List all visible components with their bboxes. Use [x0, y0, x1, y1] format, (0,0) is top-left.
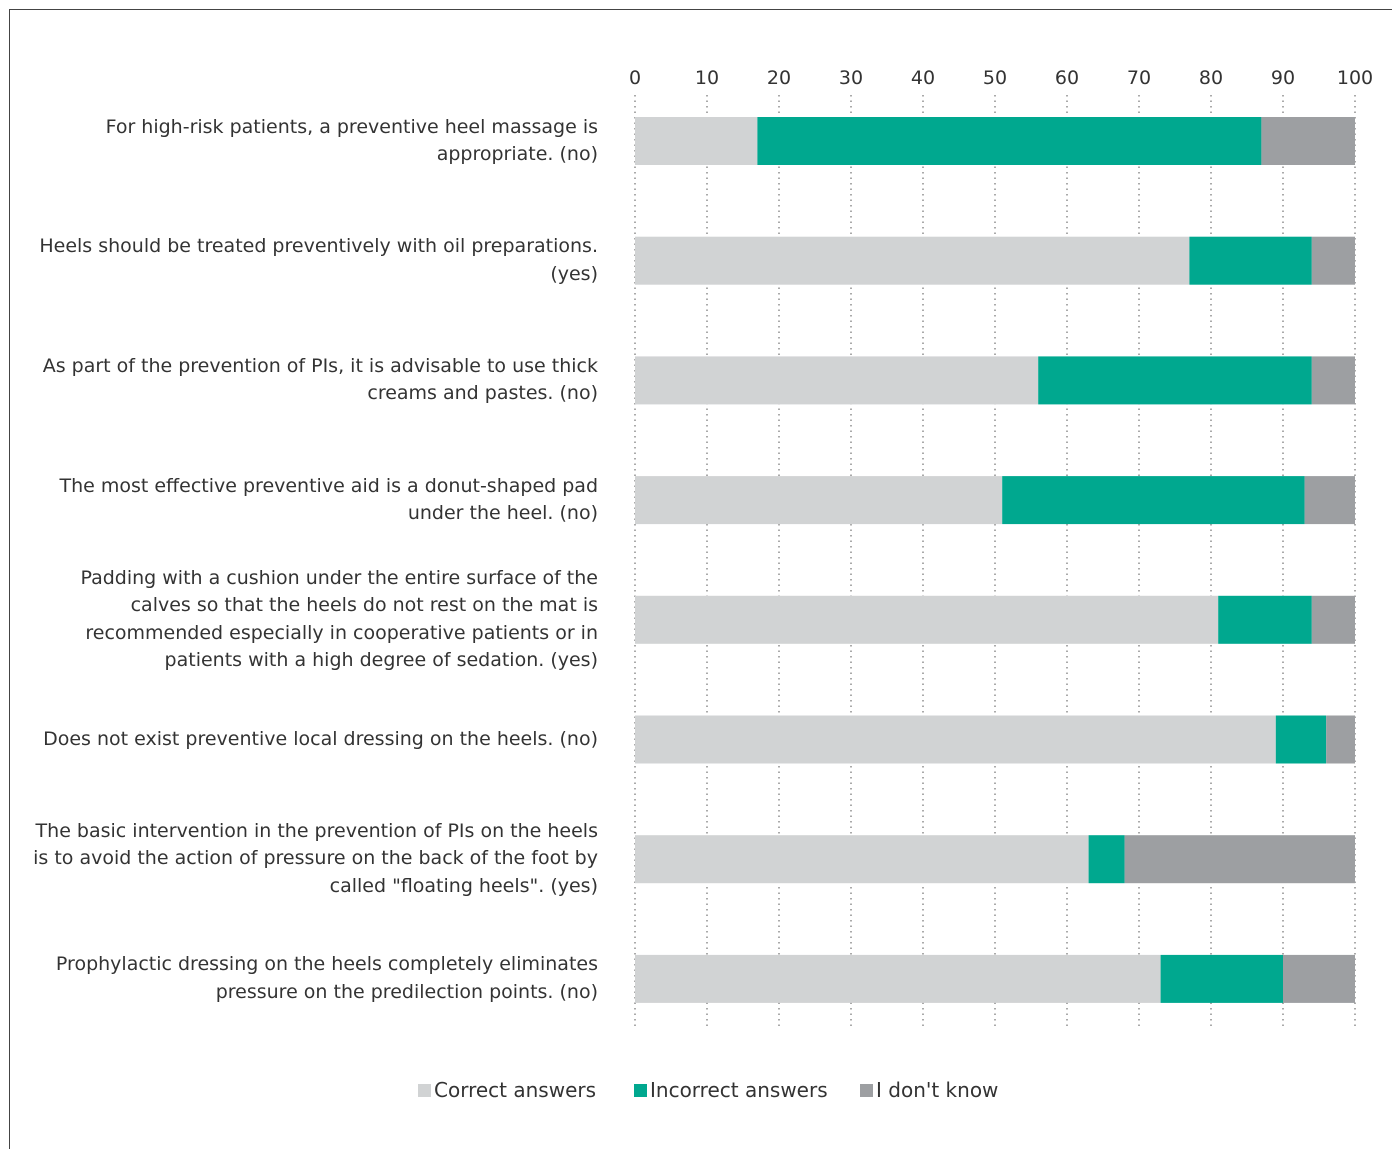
category-label-line: Heels should be treated preventively wit…: [39, 235, 598, 258]
legend-label: Incorrect answers: [650, 1078, 828, 1102]
bar-segment-correct: [635, 595, 1219, 644]
bar-segment-correct: [635, 356, 1039, 405]
bar-segment-dont-know: [1124, 835, 1355, 884]
category-label-line: is to avoid the action of pressure on th…: [33, 847, 598, 870]
bar-segment-incorrect: [1038, 356, 1312, 405]
gridlines: [634, 95, 1356, 1028]
category-label-line: appropriate. (no): [436, 143, 598, 165]
legend-label: I don't know: [876, 1078, 999, 1102]
category-label-line: called "floating heels". (yes): [329, 874, 598, 897]
bar-segment-incorrect: [1275, 715, 1327, 764]
category-label-line: The most effective preventive aid is a d…: [59, 474, 598, 497]
bar-segment-correct: [635, 835, 1089, 884]
bar-segment-dont-know: [1261, 117, 1355, 165]
bar-segment-correct: [635, 117, 758, 165]
legend-swatch: [860, 1083, 873, 1097]
category-label: The most effective preventive aid is a d…: [18, 473, 598, 528]
bar-segment-correct: [635, 954, 1161, 1003]
bar-segment-incorrect: [1160, 954, 1283, 1003]
legend-item: Incorrect answers: [634, 1078, 828, 1102]
x-tick-label: 50: [983, 67, 1007, 89]
category-label-line: For high-risk patients, a preventive hee…: [105, 115, 598, 138]
legend-swatch: [418, 1083, 431, 1097]
bar-segment-incorrect: [1218, 595, 1312, 644]
category-label-line: calves so that the heels do not rest on …: [130, 594, 598, 617]
x-tick-label: 10: [695, 67, 719, 89]
bar-segment-incorrect: [1002, 476, 1305, 525]
bar-segment-dont-know: [1311, 236, 1355, 285]
bar-segment-incorrect: [1088, 835, 1125, 884]
category-label-line: creams and pastes. (no): [367, 382, 598, 405]
category-label: Heels should be treated preventively wit…: [18, 233, 598, 288]
category-label-line: patients with a high degree of sedation.…: [164, 649, 598, 672]
category-label-line: Prophylactic dressing on the heels compl…: [55, 953, 598, 976]
x-tick-label: 100: [1337, 67, 1373, 89]
chart-frame: [9, 9, 1392, 1149]
x-tick-label: 70: [1127, 67, 1151, 89]
x-tick-label: 80: [1199, 67, 1223, 89]
x-tick-label: 60: [1055, 67, 1079, 89]
bar-segment-dont-know: [1326, 715, 1355, 764]
category-label: Prophylactic dressing on the heels compl…: [18, 951, 598, 1006]
legend-swatch: [634, 1083, 647, 1097]
legend-item: Correct answers: [418, 1078, 596, 1102]
x-tick-label: 30: [839, 67, 863, 89]
bar-segment-dont-know: [1304, 476, 1355, 525]
bar-segment-dont-know: [1283, 954, 1355, 1003]
category-label: Does not exist preventive local dressing…: [18, 726, 598, 754]
x-tick-label: 20: [767, 67, 791, 89]
x-tick-label: 40: [911, 67, 935, 89]
bar-segment-incorrect: [1189, 236, 1312, 285]
category-label-line: The basic intervention in the prevention…: [35, 819, 598, 842]
category-label-line: pressure on the predilection points. (no…: [215, 980, 598, 1003]
category-label-line: (yes): [550, 262, 598, 285]
legend-item: I don't know: [860, 1078, 998, 1102]
bars: [635, 117, 1355, 1003]
category-label-line: under the heel. (no): [407, 502, 598, 525]
category-label: The basic intervention in the prevention…: [18, 818, 598, 901]
category-label: For high-risk patients, a preventive hee…: [18, 114, 598, 169]
legend-label: Correct answers: [434, 1078, 597, 1102]
bar-segment-correct: [635, 476, 1003, 525]
category-label: Padding with a cushion under the entire …: [18, 565, 598, 675]
bar-segment-dont-know: [1311, 595, 1355, 644]
bar-segment-correct: [635, 236, 1190, 285]
x-tick-label: 90: [1271, 67, 1295, 89]
category-label-line: Padding with a cushion under the entire …: [80, 566, 598, 589]
x-axis-ticks: 0 10 20 30 40 50 60 70 80 90 100: [629, 67, 1373, 89]
category-label: As part of the prevention of PIs, it is …: [18, 353, 598, 408]
legend: Correct answers Incorrect answers I don't …: [0, 1078, 1392, 1106]
bar-segment-correct: [635, 715, 1276, 764]
x-tick-label: 0: [629, 67, 641, 89]
category-label-line: Does not exist preventive local dressing…: [43, 727, 598, 750]
category-label-line: recommended especially in cooperative pa…: [85, 621, 598, 644]
bar-segment-dont-know: [1311, 356, 1355, 405]
category-label-line: As part of the prevention of PIs, it is …: [42, 354, 598, 377]
bar-segment-incorrect: [757, 117, 1262, 165]
